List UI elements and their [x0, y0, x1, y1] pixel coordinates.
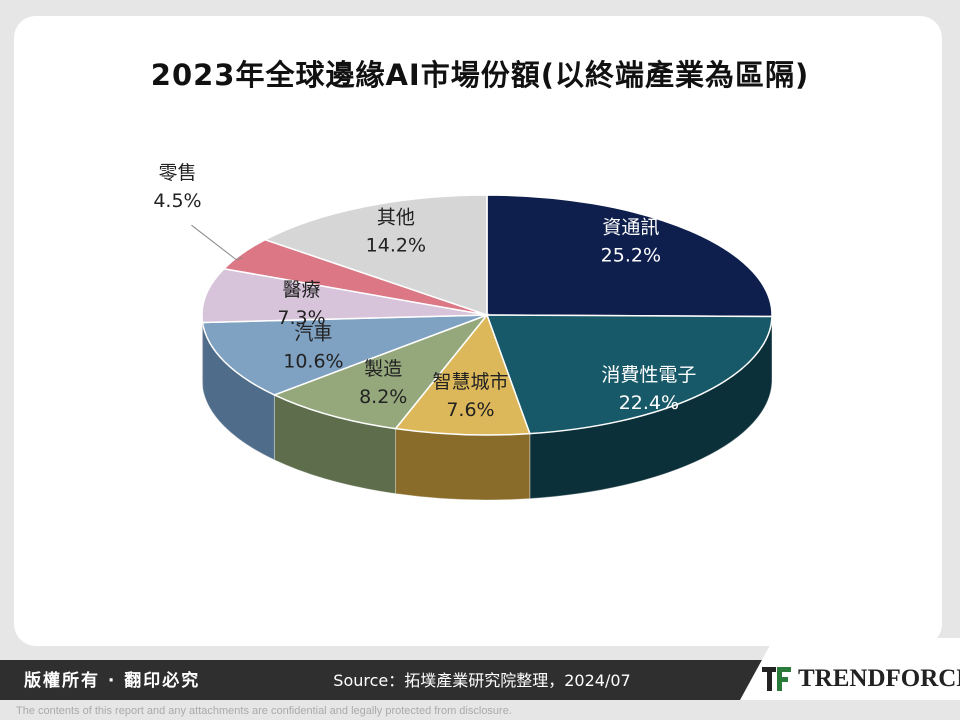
slice-value-消費性電子: 22.4%	[619, 392, 679, 414]
disclaimer-text: The contents of this report and any atta…	[16, 705, 512, 717]
slice-label-零售: 零售	[158, 162, 196, 184]
leader-line-零售	[191, 224, 243, 261]
pie-slice-製造	[272, 313, 490, 430]
trendforce-logo-text: TRENDFORCE	[798, 665, 960, 692]
trendforce-logo-icon	[762, 667, 791, 691]
slice-value-其他: 14.2%	[366, 235, 426, 257]
slice-value-資通訊: 25.2%	[601, 244, 661, 266]
pie-slice-汽車	[201, 314, 488, 396]
pie-slice-智慧城市	[394, 313, 531, 436]
pie-side-智慧城市	[395, 428, 531, 501]
slice-label-智慧城市: 智慧城市	[432, 371, 508, 393]
source-note: Source：拓墣產業研究院整理，2024/07	[333, 671, 631, 690]
slice-label-消費性電子: 消費性電子	[601, 364, 696, 386]
copyright-notice: 版權所有 · 翻印必究	[24, 671, 201, 691]
slice-label-資通訊: 資通訊	[602, 216, 659, 238]
pie-slice-其他	[263, 194, 488, 317]
pie-chart: 資通訊 25.2% 消費性電子 22.4% 智慧城市 7.6% 製造 8.2% 汽車 10.6% 醫…	[153, 162, 773, 501]
slice-label-製造: 製造	[364, 358, 402, 380]
pie-slice-消費性電子	[485, 314, 773, 435]
slice-value-醫療: 7.3%	[277, 307, 325, 329]
slice-label-醫療: 醫療	[282, 279, 320, 301]
slice-label-汽車: 汽車	[294, 323, 332, 345]
slice-label-其他: 其他	[377, 207, 415, 229]
pie-slice-醫療	[201, 267, 488, 324]
slice-value-汽車: 10.6%	[283, 351, 343, 373]
logo-area	[740, 638, 960, 700]
chart-title: 2023年全球邊緣AI市場份額(以終端產業為區隔)	[150, 58, 810, 92]
slice-value-零售: 4.5%	[153, 190, 201, 212]
slice-value-製造: 8.2%	[359, 386, 407, 408]
pie-slice-資通訊	[486, 194, 773, 318]
slice-value-智慧城市: 7.6%	[446, 399, 494, 421]
